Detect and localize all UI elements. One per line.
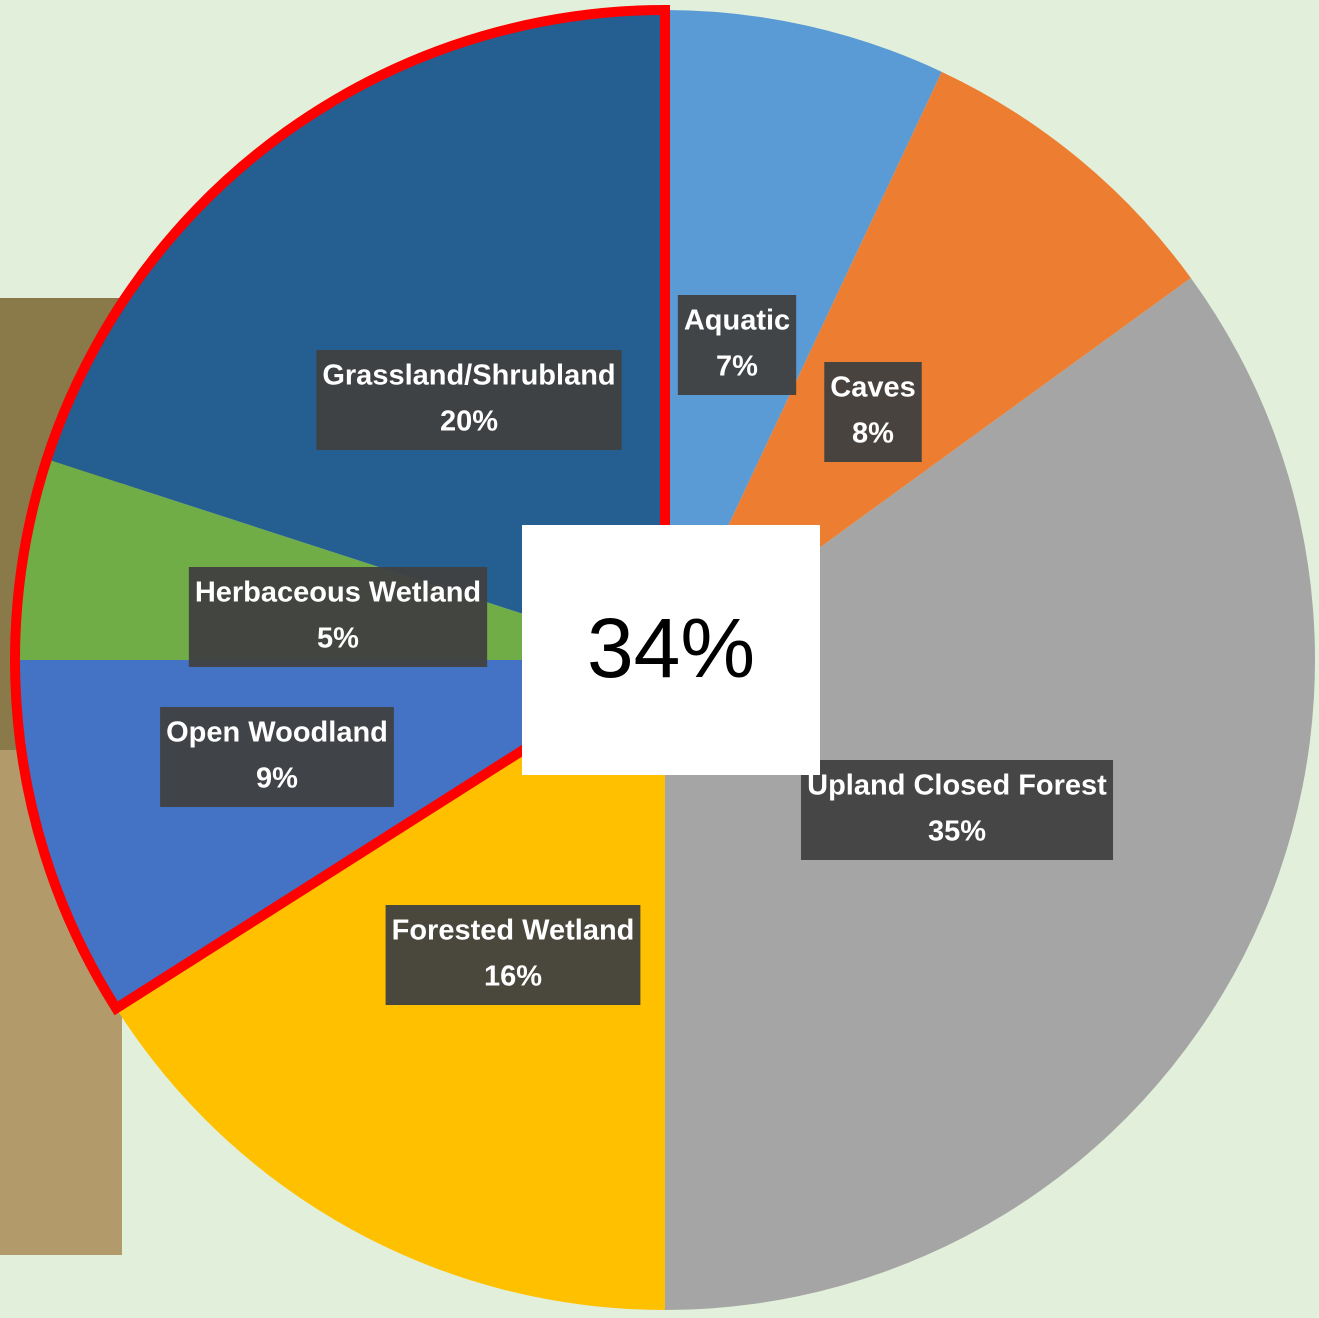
label-category: Grassland/Shrubland xyxy=(322,360,615,392)
data-label: Grassland/Shrubland 20% xyxy=(316,350,622,450)
label-category: Forested Wetland xyxy=(392,915,635,947)
pie-slice xyxy=(665,71,1191,660)
label-value: 5% xyxy=(317,623,359,655)
label-value: 16% xyxy=(484,961,542,993)
label-box xyxy=(677,295,797,395)
data-label: Aquatic 7% xyxy=(677,295,797,395)
pie-slice xyxy=(15,459,665,660)
label-category: Caves xyxy=(830,372,915,404)
data-label: Open Woodland 9% xyxy=(160,707,394,807)
label-value: 20% xyxy=(440,406,498,438)
label-value: 35% xyxy=(928,816,986,848)
label-value: 7% xyxy=(716,351,758,383)
label-value: 9% xyxy=(256,763,298,795)
data-label: Upland Closed Forest 35% xyxy=(800,760,1114,860)
label-box xyxy=(188,567,488,667)
label-category: Herbaceous Wetland xyxy=(195,577,481,609)
label-category: Aquatic xyxy=(684,305,790,337)
annotation-box xyxy=(522,525,820,775)
data-label: Caves 8% xyxy=(824,362,922,462)
label-box xyxy=(824,362,922,462)
label-value: 8% xyxy=(852,418,894,450)
label-box xyxy=(316,350,622,450)
label-box xyxy=(800,760,1114,860)
annotation: 34% xyxy=(587,601,755,695)
label-box xyxy=(385,905,641,1005)
label-box xyxy=(160,707,394,807)
data-label: Forested Wetland 16% xyxy=(385,905,641,1005)
label-category: Open Woodland xyxy=(166,717,388,749)
label-category: Upland Closed Forest xyxy=(807,770,1107,802)
data-label: Herbaceous Wetland 5% xyxy=(188,567,488,667)
highlight-outline xyxy=(10,4,670,1016)
pie-slice xyxy=(46,10,666,660)
pie-slice xyxy=(665,10,942,660)
